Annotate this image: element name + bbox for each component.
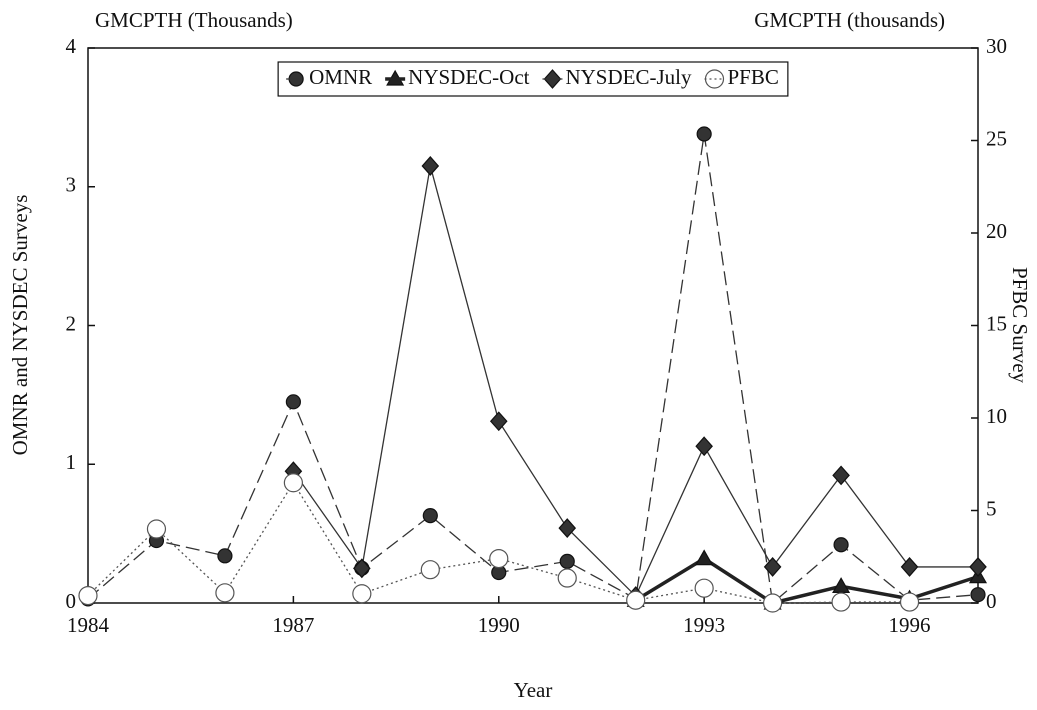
legend-item: NYSDEC-Oct [385, 65, 530, 89]
legend-item: OMNR [286, 65, 372, 89]
y-tick-label: 4 [66, 34, 77, 58]
marker [559, 553, 575, 569]
marker [626, 590, 646, 610]
marker [833, 537, 849, 553]
marker [694, 578, 714, 598]
marker [422, 507, 438, 524]
marker [899, 592, 920, 612]
legend-item: PFBC [704, 65, 779, 89]
plot-frame [87, 47, 979, 604]
marker [353, 558, 371, 579]
marker [696, 126, 712, 142]
marker [557, 568, 577, 588]
series-line [87, 481, 910, 604]
x-tick-label: 1984 [67, 613, 110, 637]
series-line [634, 556, 979, 605]
y2-tick-label: 30 [986, 34, 1007, 58]
y2-title: GMCPTH (thousands) [754, 8, 945, 32]
y-tick-label: 1 [66, 450, 77, 474]
marker [283, 473, 303, 493]
marker [970, 587, 986, 603]
x-label: Year [514, 678, 553, 702]
legend-box [277, 61, 789, 97]
marker [146, 519, 167, 539]
marker [558, 518, 577, 538]
marker [489, 548, 509, 569]
series-line [292, 165, 978, 598]
marker [763, 557, 782, 577]
marker [420, 560, 440, 580]
marker [217, 548, 233, 564]
marker [832, 577, 851, 593]
legend-label: NYSDEC-Oct [408, 65, 529, 89]
legend: OMNR NYSDEC-Oct NYSDEC-July PFBC [277, 61, 789, 97]
y2-label: PFBC Survey [1008, 267, 1032, 384]
series-line [87, 133, 979, 605]
x-tick-label: 1996 [889, 613, 931, 637]
marker [352, 584, 372, 604]
legend-item: NYSDEC-July [542, 65, 692, 89]
y-tick-label: 2 [66, 311, 77, 335]
marker [285, 394, 301, 410]
x-tick-label: 1990 [478, 613, 520, 637]
y2-tick-label: 5 [986, 496, 997, 520]
legend-label: PFBC [727, 65, 778, 89]
marker [421, 156, 440, 176]
y2-tick-label: 25 [986, 126, 1007, 150]
marker [78, 585, 98, 606]
marker [695, 436, 713, 457]
legend-label: OMNR [309, 65, 372, 89]
y2-tick-label: 15 [986, 311, 1007, 335]
y2-tick-label: 20 [986, 219, 1007, 243]
y2-tick-label: 0 [986, 589, 997, 613]
marker [831, 592, 851, 612]
y2-tick-label: 10 [986, 404, 1007, 428]
y-tick-label: 3 [66, 173, 77, 197]
marker [969, 557, 987, 577]
marker [832, 465, 850, 486]
y-tick-label: 0 [66, 589, 77, 613]
marker [695, 549, 714, 566]
marker [763, 593, 783, 613]
y-label: OMNR and NYSDEC Surveys [8, 195, 32, 456]
y-title: GMCPTH (Thousands) [95, 8, 293, 32]
marker [215, 583, 235, 603]
legend-label: NYSDEC-July [565, 65, 692, 89]
x-tick-label: 1993 [683, 613, 725, 637]
marker [900, 557, 919, 577]
marker [489, 411, 508, 432]
x-tick-label: 1987 [272, 613, 314, 637]
